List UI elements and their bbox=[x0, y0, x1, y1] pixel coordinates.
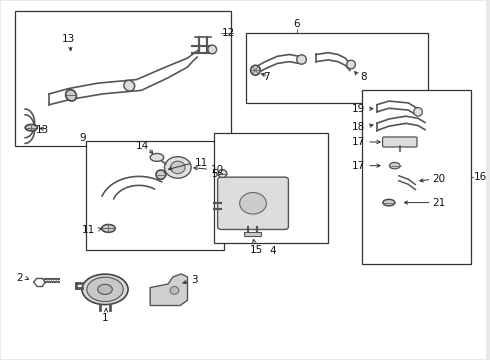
Ellipse shape bbox=[98, 284, 112, 294]
Bar bbox=[86, 140, 224, 250]
Text: 10: 10 bbox=[210, 165, 223, 175]
Text: 5: 5 bbox=[211, 168, 218, 179]
Bar bbox=[15, 12, 231, 146]
Polygon shape bbox=[150, 274, 188, 306]
Ellipse shape bbox=[124, 80, 135, 91]
Ellipse shape bbox=[218, 170, 227, 177]
Ellipse shape bbox=[346, 60, 355, 69]
Bar bbox=[214, 134, 328, 243]
Text: 11: 11 bbox=[82, 225, 96, 235]
Text: 17: 17 bbox=[351, 161, 365, 171]
FancyBboxPatch shape bbox=[383, 137, 417, 147]
Ellipse shape bbox=[208, 45, 217, 54]
Ellipse shape bbox=[87, 277, 123, 302]
Text: 20: 20 bbox=[433, 174, 446, 184]
Ellipse shape bbox=[170, 287, 179, 294]
Text: 12: 12 bbox=[221, 28, 235, 38]
Ellipse shape bbox=[296, 55, 306, 64]
Text: 6: 6 bbox=[294, 19, 300, 29]
Text: 9: 9 bbox=[79, 133, 86, 143]
Text: 2: 2 bbox=[16, 273, 23, 283]
Ellipse shape bbox=[383, 199, 395, 206]
Text: 7: 7 bbox=[263, 72, 270, 82]
Ellipse shape bbox=[390, 162, 400, 169]
Text: 8: 8 bbox=[360, 72, 367, 82]
Text: 11: 11 bbox=[195, 158, 208, 168]
Text: 13: 13 bbox=[62, 34, 75, 44]
Text: 18: 18 bbox=[351, 122, 365, 132]
Ellipse shape bbox=[25, 125, 37, 131]
Text: 19: 19 bbox=[351, 104, 365, 114]
Text: 4: 4 bbox=[269, 246, 276, 256]
Text: 15: 15 bbox=[250, 245, 263, 255]
Ellipse shape bbox=[414, 108, 422, 116]
Text: 17: 17 bbox=[351, 137, 365, 147]
Ellipse shape bbox=[250, 65, 260, 75]
Ellipse shape bbox=[240, 193, 267, 214]
Bar bbox=[246, 33, 428, 103]
Text: 21: 21 bbox=[433, 198, 446, 208]
Ellipse shape bbox=[156, 170, 166, 179]
FancyBboxPatch shape bbox=[218, 177, 289, 229]
Bar bbox=[362, 90, 471, 264]
Text: 1: 1 bbox=[102, 313, 108, 323]
Text: 14: 14 bbox=[135, 140, 148, 150]
Text: 3: 3 bbox=[191, 275, 197, 285]
Ellipse shape bbox=[101, 225, 115, 232]
Text: 13: 13 bbox=[36, 125, 49, 135]
Ellipse shape bbox=[165, 157, 191, 178]
Ellipse shape bbox=[171, 161, 185, 174]
Ellipse shape bbox=[150, 153, 164, 161]
Bar bbox=[245, 232, 261, 236]
Text: 16: 16 bbox=[473, 172, 487, 182]
Ellipse shape bbox=[82, 274, 128, 305]
Ellipse shape bbox=[66, 90, 76, 101]
